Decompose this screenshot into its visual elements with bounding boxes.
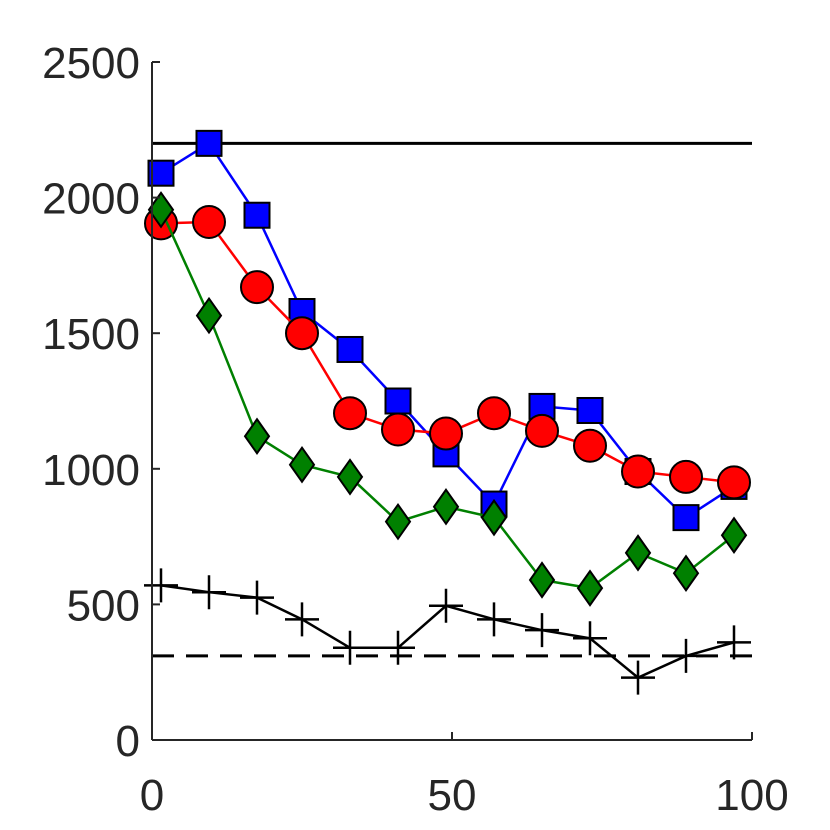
data-point-square — [672, 504, 700, 532]
series-line-plus — [160, 584, 735, 680]
y-tick-label: 2500 — [42, 39, 140, 88]
x-tick-label: 100 — [715, 771, 788, 820]
data-point-circle — [192, 205, 226, 240]
data-point-plus — [621, 660, 655, 695]
series-square — [147, 129, 748, 532]
series-layer — [144, 129, 751, 695]
reference-lines — [152, 141, 752, 658]
data-point-square — [195, 129, 223, 157]
data-point-circle — [717, 465, 751, 500]
data-point-square — [336, 335, 364, 363]
data-point-circle — [621, 454, 655, 489]
data-point-plus — [240, 580, 274, 615]
series-line-diamond — [159, 209, 735, 590]
data-point-circle — [669, 459, 703, 494]
data-point-circle — [381, 412, 415, 447]
data-point-circle — [240, 270, 274, 305]
data-point-circle — [429, 416, 463, 451]
data-point-diamond — [432, 488, 460, 526]
data-point-diamond — [336, 458, 364, 496]
y-tick-label: 2000 — [42, 175, 140, 224]
y-tick-label: 0 — [116, 717, 140, 766]
data-point-square — [243, 201, 271, 229]
data-point-plus — [717, 625, 751, 660]
data-point-plus — [333, 630, 367, 665]
data-point-circle — [573, 428, 607, 463]
data-point-square — [576, 396, 604, 424]
data-point-circle — [333, 396, 367, 431]
axes: 0 500 1000 1500 2000 2500 0 50 100 — [42, 39, 789, 820]
data-point-diamond — [672, 554, 700, 592]
x-tick-label: 0 — [140, 771, 164, 820]
data-point-plus — [285, 602, 319, 637]
data-point-diamond — [480, 498, 508, 537]
data-point-plus — [669, 638, 703, 673]
series-circle — [144, 205, 751, 500]
y-tick-label: 1500 — [42, 310, 140, 359]
x-tick-label: 50 — [428, 771, 477, 820]
data-point-plus — [144, 568, 178, 603]
data-point-plus — [429, 588, 463, 623]
data-point-plus — [381, 630, 415, 665]
data-point-diamond — [288, 445, 316, 484]
data-point-plus — [192, 575, 226, 610]
data-point-diamond — [624, 534, 652, 572]
data-point-plus — [573, 621, 607, 656]
data-point-diamond — [384, 502, 412, 541]
data-point-plus — [525, 613, 559, 648]
data-point-circle — [477, 396, 511, 431]
data-point-diamond — [195, 296, 223, 335]
data-point-plus — [477, 602, 511, 637]
series-plus — [144, 568, 751, 695]
data-point-square — [384, 387, 412, 415]
series-diamond — [147, 191, 748, 607]
data-point-circle — [525, 413, 559, 448]
data-point-diamond — [576, 569, 604, 607]
data-point-diamond — [720, 516, 748, 554]
data-point-circle — [285, 316, 319, 351]
y-tick-label: 1000 — [42, 446, 140, 495]
y-tick-label: 500 — [67, 581, 140, 630]
data-point-diamond — [528, 561, 556, 599]
data-point-diamond — [243, 417, 271, 455]
